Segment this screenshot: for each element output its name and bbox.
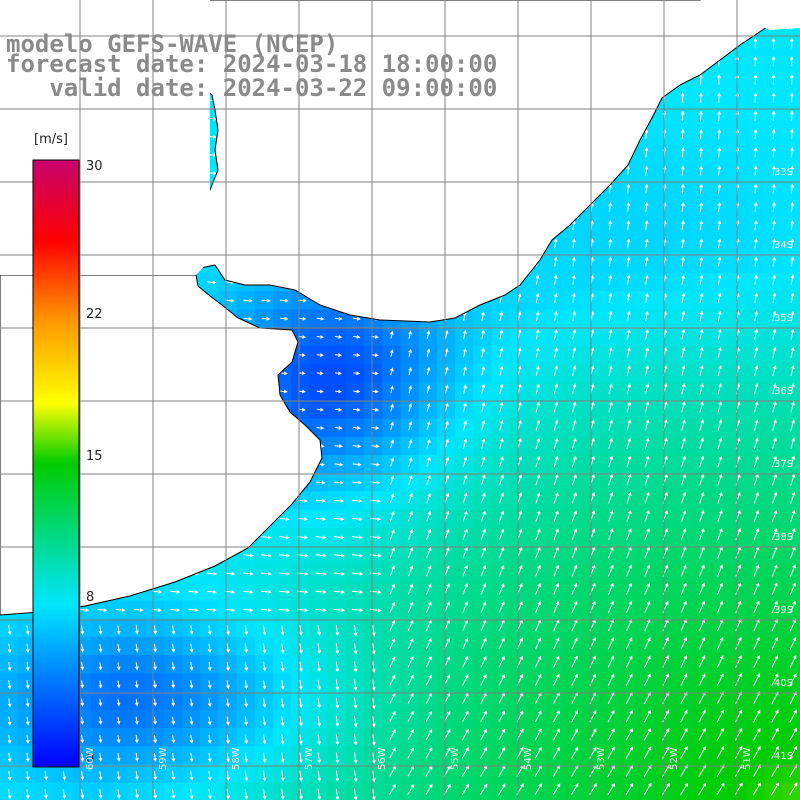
latitude-label: 33S <box>774 167 794 178</box>
colorbar-tick-label: 15 <box>86 448 103 464</box>
title-valid-date: valid date: 2024-03-22 09:00:00 <box>6 74 498 102</box>
colorbar-tick-label: 30 <box>86 159 103 174</box>
longitude-label: 58W <box>231 747 242 770</box>
longitude-label: 57W <box>304 747 315 770</box>
latitude-label: 37S <box>774 459 794 470</box>
latitude-label: 40S <box>774 678 794 689</box>
latitude-label: 36S <box>774 386 794 397</box>
latitude-label: 38S <box>774 532 794 543</box>
colorbar-unit: [m/s] <box>34 132 68 147</box>
colorbar-tick-label: 22 <box>86 306 103 322</box>
longitude-label: 51W <box>742 747 753 770</box>
longitude-label: 52W <box>669 747 680 770</box>
latitude-label: 34S <box>774 240 794 251</box>
longitude-label: 59W <box>158 747 169 770</box>
title-forecast-date: forecast date: 2024-03-18 18:00:00 <box>6 50 498 78</box>
colorbar-gradient <box>32 159 80 768</box>
latitude-label: 39S <box>774 605 794 616</box>
longitude-label: 55W <box>450 747 461 770</box>
land-brazil <box>700 0 800 30</box>
title-model: modelo GEFS-WAVE (NCEP) <box>6 30 339 58</box>
latitude-label: 35S <box>774 313 794 324</box>
longitude-label: 56W <box>377 747 388 770</box>
colorbar-tick-label: 0 <box>86 752 95 767</box>
longitude-label: 60W <box>85 747 96 770</box>
longitude-label: 54W <box>523 747 534 770</box>
latitude-label: 41S <box>774 751 794 762</box>
longitude-label: 53W <box>596 747 607 770</box>
colorbar-tick-label: 8 <box>86 590 95 606</box>
